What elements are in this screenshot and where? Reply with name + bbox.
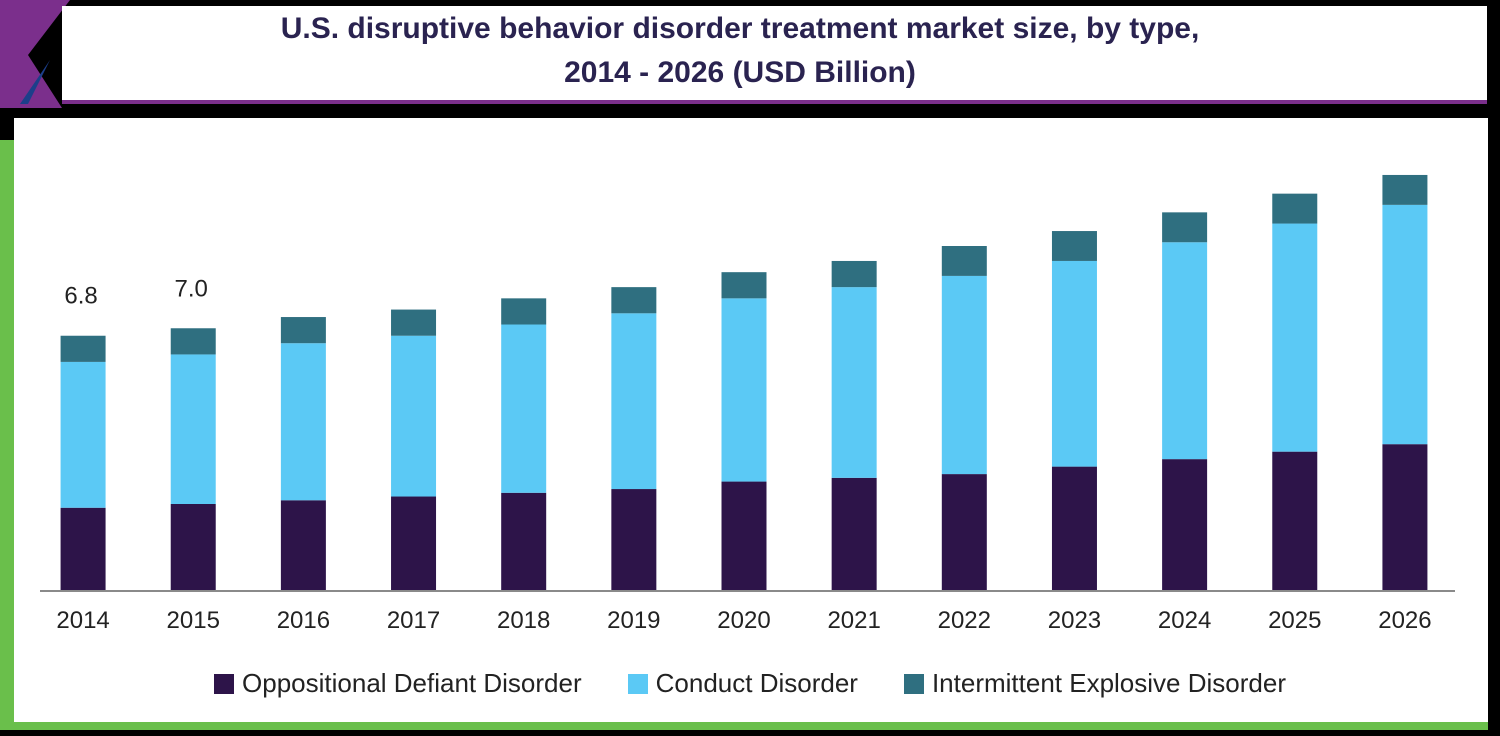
bar-oppositional-2014 [60, 507, 106, 590]
bar-intermittent-2025 [1272, 193, 1318, 224]
bar-oppositional-2023 [1051, 466, 1097, 590]
legend-item-intermittent: Intermittent Explosive Disorder [903, 668, 1286, 699]
frame-accent-purple [0, 0, 70, 108]
bar-oppositional-2020 [721, 481, 767, 590]
bar-conduct-2026 [1382, 204, 1428, 445]
bar-oppositional-2026 [1382, 444, 1428, 590]
x-tick-label-2022: 2022 [938, 607, 991, 634]
title-underline [62, 100, 1487, 104]
bar-conduct-2014 [60, 361, 106, 508]
bar-intermittent-2021 [831, 260, 877, 288]
legend-item-oppositional: Oppositional Defiant Disorder [214, 668, 582, 699]
bar-oppositional-2025 [1272, 451, 1318, 590]
bar-intermittent-2015 [170, 328, 216, 355]
bar-oppositional-2018 [501, 492, 547, 590]
bar-oppositional-2024 [1162, 459, 1208, 590]
legend-label-oppositional: Oppositional Defiant Disorder [242, 668, 582, 698]
bar-conduct-2024 [1162, 242, 1208, 460]
bar-intermittent-2016 [280, 317, 326, 344]
bar-intermittent-2017 [391, 309, 437, 336]
x-tick-label-2020: 2020 [717, 607, 770, 634]
bar-conduct-2016 [280, 343, 326, 501]
x-tick-label-2016: 2016 [277, 607, 330, 634]
bar-oppositional-2015 [170, 504, 216, 590]
bar-intermittent-2026 [1382, 174, 1428, 205]
bar-conduct-2023 [1051, 260, 1097, 467]
x-tick-label-2023: 2023 [1048, 607, 1101, 634]
x-tick-label-2026: 2026 [1378, 607, 1431, 634]
legend-label-intermittent: Intermittent Explosive Disorder [931, 668, 1286, 698]
x-tick-label-2024: 2024 [1158, 607, 1211, 634]
bar-conduct-2015 [170, 354, 216, 504]
bar-intermittent-2018 [501, 298, 547, 325]
bar-intermittent-2014 [60, 335, 106, 362]
bar-conduct-2025 [1272, 223, 1318, 452]
x-tick-label-2021: 2021 [827, 607, 880, 634]
bar-oppositional-2019 [611, 489, 657, 590]
bar-conduct-2020 [721, 298, 767, 482]
bar-conduct-2021 [831, 287, 877, 478]
title-panel [62, 6, 1487, 104]
x-tick-label-2014: 2014 [56, 607, 109, 634]
legend-swatch-conduct [627, 673, 648, 694]
chart-legend: Oppositional Defiant Disorder Conduct Di… [0, 668, 1500, 699]
bar-conduct-2022 [941, 275, 987, 475]
chart-title-line2: 2014 - 2026 (USD Billion) [564, 56, 916, 89]
legend-item-conduct: Conduct Disorder [627, 668, 858, 699]
bar-intermittent-2024 [1162, 212, 1208, 243]
x-tick-label-2018: 2018 [497, 607, 550, 634]
data-label-2014: 6.8 [64, 283, 97, 310]
bar-oppositional-2016 [280, 500, 326, 590]
data-label-2015: 7.0 [175, 275, 208, 302]
bar-intermittent-2020 [721, 272, 767, 299]
x-tick-label-2025: 2025 [1268, 607, 1321, 634]
bar-conduct-2018 [501, 324, 547, 493]
frame-right-edge [1488, 0, 1500, 736]
x-tick-label-2015: 2015 [167, 607, 220, 634]
legend-label-conduct: Conduct Disorder [655, 668, 858, 698]
bar-intermittent-2022 [941, 246, 987, 276]
x-tick-label-2019: 2019 [607, 607, 660, 634]
chart-title-line1: U.S. disruptive behavior disorder treatm… [280, 12, 1200, 45]
x-tick-label-2017: 2017 [387, 607, 440, 634]
bar-oppositional-2022 [941, 474, 987, 590]
bar-intermittent-2019 [611, 287, 657, 314]
bar-oppositional-2021 [831, 477, 877, 590]
bar-oppositional-2017 [391, 496, 437, 590]
bar-conduct-2017 [391, 335, 437, 497]
bar-intermittent-2023 [1051, 231, 1097, 261]
bar-conduct-2019 [611, 313, 657, 490]
legend-swatch-intermittent [903, 673, 924, 694]
legend-swatch-oppositional [214, 673, 235, 694]
frame-accent-blue [20, 60, 50, 104]
